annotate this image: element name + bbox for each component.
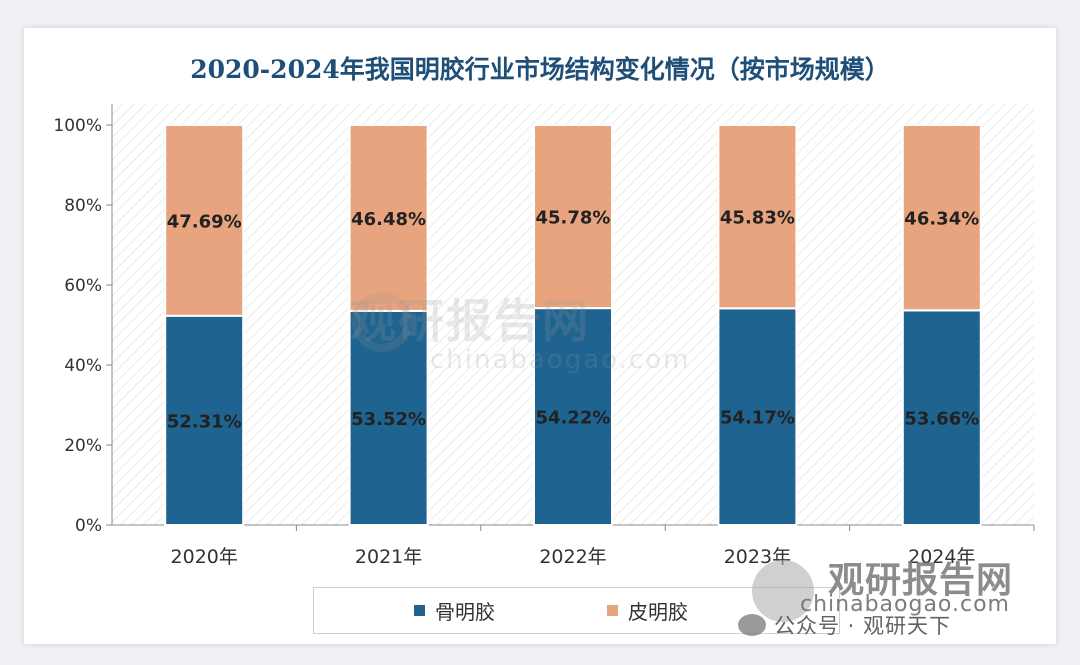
chart-title: 2020-2024年我国明胶行业市场结构变化情况（按市场规模） [190, 55, 890, 84]
data-label: 53.66% [904, 409, 979, 430]
brand-name: 观研报告网 [828, 560, 1014, 601]
data-label: 54.22% [536, 408, 611, 429]
bar-segment-hide-gelatin [164, 124, 245, 317]
data-label: 45.83% [720, 208, 795, 229]
x-tick-label: 2021年 [355, 546, 422, 568]
y-tick-label: 40% [64, 356, 102, 376]
bar-segment-bone-gelatin [164, 314, 245, 527]
data-label: 46.48% [351, 209, 426, 230]
legend-item-hide-gelatin: 皮明胶 [607, 588, 688, 633]
y-tick-label: 20% [64, 436, 102, 456]
x-tick-label: 2024年 [908, 546, 975, 568]
data-label: 46.34% [904, 209, 979, 230]
y-tick-label: 0% [75, 516, 102, 536]
brand-logo-icon [752, 560, 814, 622]
data-label: 47.69% [167, 211, 242, 232]
data-label: 45.78% [536, 208, 611, 229]
y-tick-label: 60% [64, 276, 102, 296]
data-label: 54.17% [720, 408, 795, 429]
legend-swatch-bone-gelatin [414, 605, 425, 616]
data-label: 52.31% [167, 411, 242, 432]
bar-segment-hide-gelatin [348, 124, 429, 312]
bar-segment-bone-gelatin [533, 307, 613, 526]
legend-label-hide-gelatin: 皮明胶 [628, 600, 688, 624]
bar-segment-bone-gelatin [901, 309, 982, 526]
bar-segment-hide-gelatin [901, 124, 982, 312]
bar-segment-bone-gelatin [717, 307, 798, 526]
x-tick-label: 2022年 [539, 546, 606, 568]
data-label: 53.52% [351, 409, 426, 430]
legend-label-bone-gelatin: 骨明胶 [435, 600, 495, 624]
y-tick-label: 80% [64, 196, 102, 216]
legend-swatch-hide-gelatin [607, 605, 618, 616]
brand-url: chinabaogao.com [800, 592, 1010, 617]
footer-account-text: 公众号 · 观研天下 [774, 614, 952, 638]
watermark-logo-icon [352, 292, 412, 352]
wechat-icon [738, 614, 766, 636]
legend-item-bone-gelatin: 骨明胶 [414, 588, 495, 633]
footer-account: 公众号 · 观研天下 [738, 610, 951, 640]
bar-segment-hide-gelatin [533, 124, 613, 310]
bar-segment-hide-gelatin [717, 124, 798, 310]
y-tick-label: 100% [53, 116, 102, 136]
x-tick-label: 2020年 [171, 546, 238, 568]
